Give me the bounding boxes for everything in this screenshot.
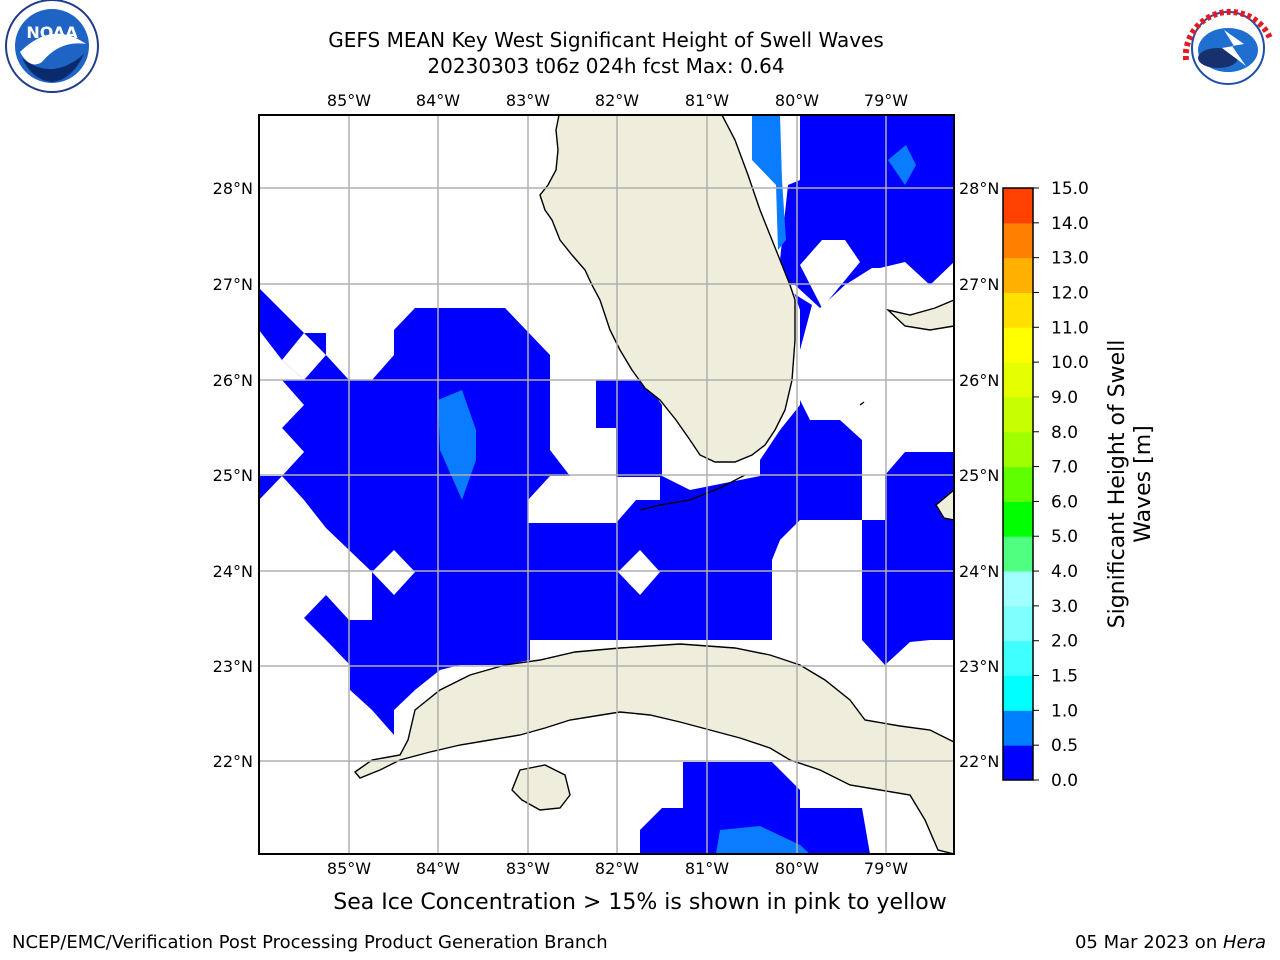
lon-label: 85°W — [327, 859, 371, 878]
colorbar-segment — [1003, 536, 1033, 572]
lat-label: 27°N — [959, 275, 999, 294]
footer-host: Hera — [1222, 932, 1266, 953]
lat-label: 28°N — [959, 179, 999, 198]
lat-label: 22°N — [959, 752, 999, 771]
colorbar-segment — [1003, 605, 1033, 642]
footer-credit: NCEP/EMC/Verification Post Processing Pr… — [12, 932, 608, 953]
colorbar-segment — [1003, 292, 1033, 328]
lon-label: 81°W — [685, 859, 729, 878]
colorbar-tick-label: 7.0 — [1051, 458, 1078, 478]
sea-ice-note: Sea Ice Concentration > 15% is shown in … — [333, 890, 947, 915]
colorbar-ticks: 0.0 0.5 1.0 1.5 2.0 3.0 4.0 5.0 6.0 7.0 8.0 9.0 10.0… — [1033, 179, 1089, 791]
lon-labels-bottom: 85°W 84°W 83°W 82°W 81°W 80°W 79°W — [327, 859, 908, 878]
colorbar-segment — [1003, 327, 1033, 363]
colorbar-frame — [1002, 187, 1034, 781]
lon-label: 83°W — [506, 91, 550, 110]
colorbar-segment — [1003, 222, 1033, 259]
colorbar-tick-label: 0.0 — [1051, 771, 1078, 791]
cuba-land — [353, 643, 954, 854]
map-gridlines — [259, 115, 954, 854]
colorbar-tick-label: 2.0 — [1051, 632, 1078, 652]
colorbar-tick-label: 13.0 — [1051, 249, 1089, 269]
colorbar-segment — [1003, 745, 1033, 781]
colorbar-segment — [1003, 431, 1033, 468]
colorbar-segment — [1003, 640, 1033, 677]
lat-label: 27°N — [213, 275, 253, 294]
lat-label: 24°N — [213, 562, 253, 581]
colorbar-tick-label: 4.0 — [1051, 562, 1078, 582]
colorbar-tick-label: 12.0 — [1051, 283, 1089, 303]
colorbar-tick-label: 6.0 — [1051, 492, 1078, 512]
colorbar-tick-label: 11.0 — [1051, 318, 1089, 338]
lon-label: 84°W — [416, 91, 460, 110]
lon-labels-top: 85°W 84°W 83°W 82°W 81°W 80°W 79°W — [327, 91, 908, 110]
lon-label: 85°W — [327, 91, 371, 110]
colorbar-tick-label: 14.0 — [1051, 214, 1089, 234]
lat-labels-left: 28°N 27°N 26°N 25°N 24°N 23°N 22°N — [213, 179, 253, 771]
lon-label: 82°W — [595, 91, 639, 110]
colorbar-segment — [1003, 675, 1033, 711]
swell-contours — [259, 115, 954, 854]
map-frame — [258, 114, 955, 855]
lon-label: 84°W — [416, 859, 460, 878]
colorbar-label: Significant Height of Swell Waves [m] — [1105, 340, 1156, 629]
colorbar-tick-label: 1.0 — [1051, 701, 1078, 721]
lat-label: 26°N — [959, 371, 999, 390]
lat-label: 28°N — [213, 179, 253, 198]
colorbar — [1003, 188, 1033, 781]
lon-label: 80°W — [775, 91, 819, 110]
lat-label: 23°N — [213, 657, 253, 676]
lon-label: 79°W — [864, 859, 908, 878]
colorbar-segment — [1003, 257, 1033, 293]
lat-label: 24°N — [959, 562, 999, 581]
colorbar-label-line1: Significant Height of Swell — [1105, 340, 1130, 629]
lon-label: 79°W — [864, 91, 908, 110]
footer-date: 05 Mar 2023 on Hera — [1075, 932, 1266, 953]
lon-label: 83°W — [506, 859, 550, 878]
colorbar-label-line2: Waves [m] — [1131, 425, 1156, 542]
colorbar-tick-label: 5.0 — [1051, 527, 1078, 547]
noaa-logo-text: NOAA — [26, 23, 78, 42]
colorbar-tick-label: 8.0 — [1051, 423, 1078, 443]
colorbar-tick-label: 15.0 — [1051, 179, 1089, 199]
colorbar-segment — [1003, 362, 1033, 398]
colorbar-tick-label: 3.0 — [1051, 597, 1078, 617]
colorbar-tick-label: 9.0 — [1051, 388, 1078, 408]
noaa-logo: NOAA — [5, 0, 99, 93]
nws-logo — [1180, 0, 1276, 96]
colorbar-segment — [1003, 466, 1033, 502]
lon-label: 80°W — [775, 859, 819, 878]
florida-land — [539, 115, 796, 463]
lat-label: 25°N — [959, 466, 999, 485]
chart-title: GEFS MEAN Key West Significant Height of… — [328, 28, 884, 52]
colorbar-segment — [1003, 396, 1033, 433]
colorbar-tick-label: 10.0 — [1051, 353, 1089, 373]
chart-subtitle: 20230303 t06z 024h fcst Max: 0.64 — [427, 54, 785, 78]
swell-contours-05 — [438, 115, 916, 854]
lat-label: 23°N — [959, 657, 999, 676]
lat-label: 22°N — [213, 752, 253, 771]
lat-labels-right: 28°N 27°N 26°N 25°N 24°N 23°N 22°N — [959, 179, 999, 771]
colorbar-tick-label: 1.5 — [1051, 667, 1078, 687]
colorbar-tick-label: 0.5 — [1051, 736, 1078, 756]
lat-label: 26°N — [213, 371, 253, 390]
footer-date-text: 05 Mar 2023 on — [1074, 932, 1223, 953]
lon-label: 82°W — [595, 859, 639, 878]
colorbar-segment — [1003, 188, 1033, 224]
colorbar-segment — [1003, 710, 1033, 746]
lon-label: 81°W — [685, 91, 729, 110]
colorbar-segment — [1003, 571, 1033, 607]
lat-label: 25°N — [213, 466, 253, 485]
colorbar-segment — [1003, 501, 1033, 537]
